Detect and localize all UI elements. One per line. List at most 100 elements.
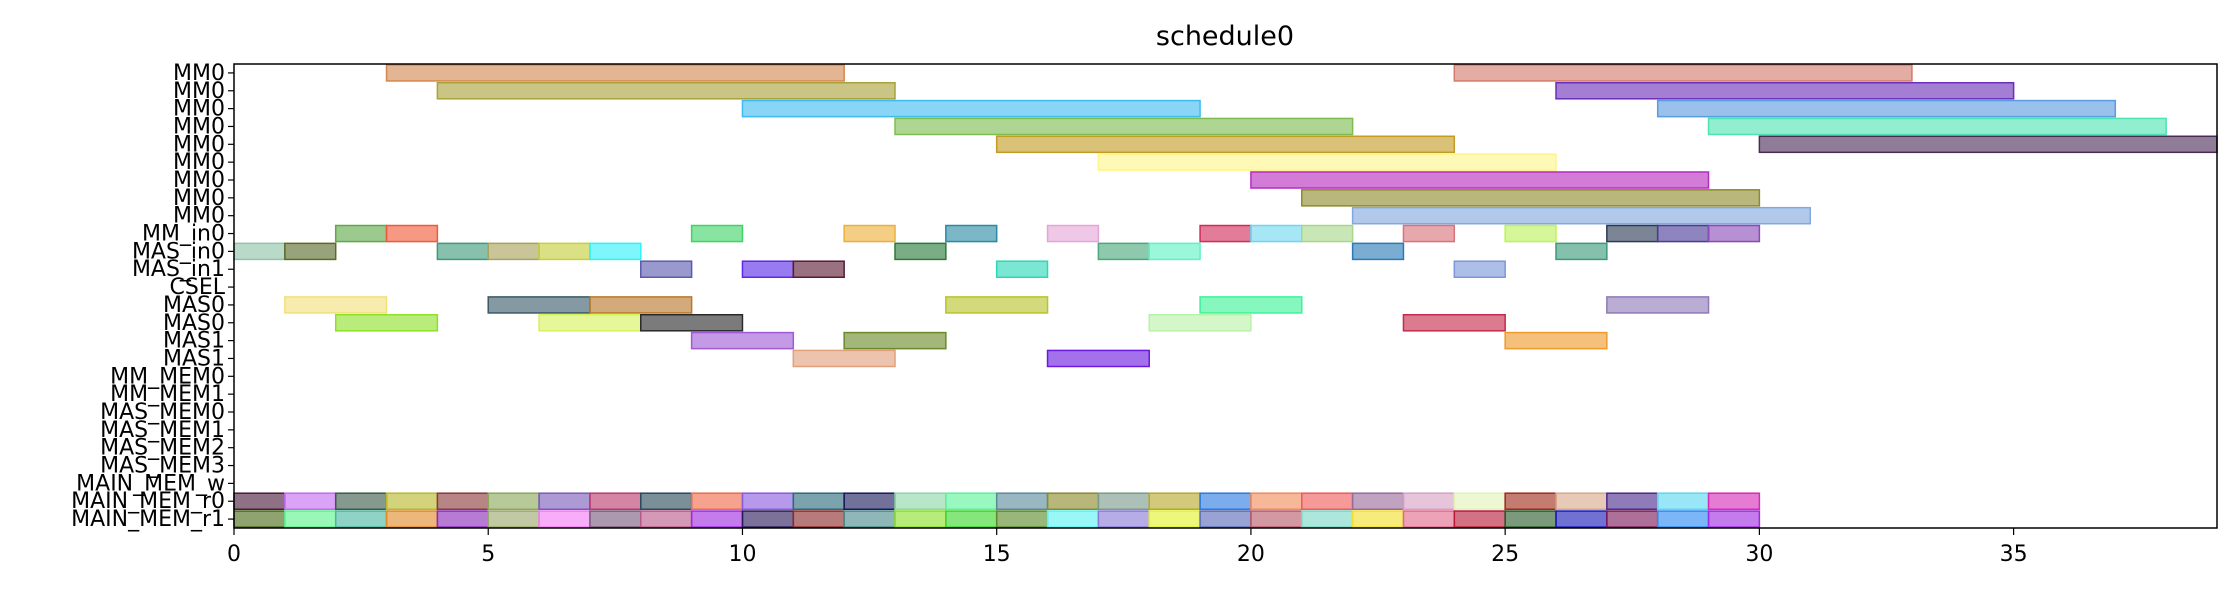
bar-mas0-52 <box>640 313 744 332</box>
bar-main-mem-r1-92 <box>334 510 388 528</box>
bar-main-mem-r1-107 <box>1097 510 1150 528</box>
bar-main-mem-r1-102 <box>843 510 896 528</box>
bar-main-mem-r0-82 <box>1351 492 1405 511</box>
bar-main-mem-r1-104 <box>945 510 998 528</box>
row-label: MAS0 <box>163 311 225 336</box>
bar-main-mem-r1-114 <box>1453 510 1506 528</box>
row-label: MM_MEM0 <box>110 364 225 389</box>
row-label: MM0 <box>173 61 225 86</box>
bar-mm-in0-19 <box>1046 224 1100 243</box>
bar-mas0-45 <box>487 296 591 314</box>
bar-mm-in0-15 <box>385 224 439 243</box>
bar-main-mem-r1-116 <box>1555 510 1608 528</box>
bar-mas0-50 <box>334 313 439 332</box>
bar-main-mem-r0-75 <box>995 492 1049 511</box>
bar-main-mem-r1-94 <box>436 510 489 528</box>
bar-main-mem-r0-86 <box>1555 492 1608 511</box>
bar-mas-in1-43 <box>1453 260 1506 279</box>
bars-layer <box>233 64 2218 528</box>
bar-main-mem-r0-60 <box>233 492 286 511</box>
bar-main-mem-r1-98 <box>640 510 693 528</box>
bar-main-mem-r0-71 <box>792 492 845 511</box>
bar-main-mem-r1-91 <box>284 510 337 528</box>
bar-main-mem-r1-103 <box>894 510 947 528</box>
row-label: MAS_in0 <box>132 239 225 264</box>
bar-mm0-13 <box>1351 206 1811 225</box>
bar-mas-in0-35 <box>1097 242 1150 261</box>
row-label: MM0 <box>173 150 225 175</box>
bar-mm0-5 <box>1656 99 2117 118</box>
bar-mas-in0-28 <box>233 242 286 261</box>
bar-mas-in0-33 <box>589 242 642 261</box>
bar-main-mem-r0-73 <box>894 492 947 511</box>
row-label: MM0 <box>173 132 225 157</box>
bar-mas-in1-39 <box>640 260 693 279</box>
row-labels: MM0MM0MM0MM0MM0MM0MM0MM0MM0MM_in0MAS_in0… <box>71 61 234 532</box>
bar-main-mem-r0-88 <box>1656 492 1710 511</box>
bar-main-mem-r0-70 <box>741 492 795 511</box>
bar-mas1-56 <box>843 331 947 350</box>
bar-main-mem-r0-78 <box>1148 492 1201 511</box>
bar-mas0-48 <box>1199 296 1303 314</box>
bar-mm0-7 <box>1707 117 2167 136</box>
bar-main-mem-r1-109 <box>1199 510 1252 528</box>
bar-mas0-46 <box>589 296 693 314</box>
x-tick-label: 35 <box>2000 542 2028 567</box>
bar-mas-in1-40 <box>741 260 795 279</box>
bar-main-mem-r0-81 <box>1301 492 1354 511</box>
bar-mm-in0-18 <box>945 224 998 243</box>
bar-mas-in1-42 <box>995 260 1049 279</box>
x-tick-label: 5 <box>481 542 495 567</box>
row-label: MAS0 <box>163 293 225 318</box>
bar-mas0-47 <box>945 296 1049 314</box>
row-label: MAS_in1 <box>132 257 225 282</box>
bar-main-mem-r0-85 <box>1504 492 1557 511</box>
bar-mas-in0-32 <box>538 242 591 261</box>
row-label: MAS_MEM1 <box>100 418 225 443</box>
row-label: MAIN_MEM_w <box>76 471 225 496</box>
bar-main-mem-r0-63 <box>385 492 439 511</box>
bar-main-mem-r1-110 <box>1250 510 1303 528</box>
bar-mas-in0-38 <box>1555 242 1608 261</box>
bar-main-mem-r0-89 <box>1707 492 1761 511</box>
bar-mm-in0-17 <box>843 224 896 243</box>
bar-main-mem-r0-61 <box>284 492 337 511</box>
bar-mas-in1-41 <box>792 260 845 279</box>
row-label: MM_MEM1 <box>110 382 225 407</box>
bar-mas-in0-36 <box>1148 242 1201 261</box>
x-axis: 0 5 10 15 20 25 30 35 <box>227 528 2028 567</box>
x-tick-label: 20 <box>1237 542 1265 567</box>
bar-main-mem-r1-119 <box>1707 510 1761 528</box>
bar-mas0-53 <box>1148 313 1252 332</box>
bar-mm0-2 <box>436 81 896 100</box>
bar-mas1-55 <box>690 331 795 350</box>
bar-main-mem-r0-68 <box>640 492 693 511</box>
bar-main-mem-r1-90 <box>233 510 286 528</box>
bar-main-mem-r0-84 <box>1453 492 1506 511</box>
row-label: MM0 <box>173 79 225 104</box>
bar-mm-in0-25 <box>1606 224 1659 243</box>
bar-main-mem-r0-83 <box>1402 492 1456 511</box>
bar-mm-in0-21 <box>1250 224 1303 243</box>
bar-main-mem-r0-74 <box>945 492 998 511</box>
bar-mm0-6 <box>894 117 1354 136</box>
bar-main-mem-r0-66 <box>538 492 591 511</box>
bar-mm-in0-22 <box>1301 224 1354 243</box>
bar-main-mem-r1-101 <box>792 510 845 528</box>
bar-main-mem-r1-111 <box>1301 510 1354 528</box>
bar-mm0-1 <box>1453 64 1913 82</box>
bar-main-mem-r1-113 <box>1402 510 1456 528</box>
bar-mas0-51 <box>538 313 642 332</box>
bar-main-mem-r0-72 <box>843 492 896 511</box>
bar-main-mem-r1-118 <box>1656 510 1710 528</box>
bar-main-mem-r1-112 <box>1351 510 1405 528</box>
bar-mm0-10 <box>1097 153 1557 171</box>
bar-main-mem-r1-95 <box>487 510 540 528</box>
bar-mm0-8 <box>995 135 1456 154</box>
bar-main-mem-r0-87 <box>1606 492 1659 511</box>
bar-main-mem-r1-105 <box>995 510 1049 528</box>
bar-mm0-0 <box>385 64 845 82</box>
bar-main-mem-r1-93 <box>385 510 439 528</box>
bar-mm0-11 <box>1250 171 1710 189</box>
